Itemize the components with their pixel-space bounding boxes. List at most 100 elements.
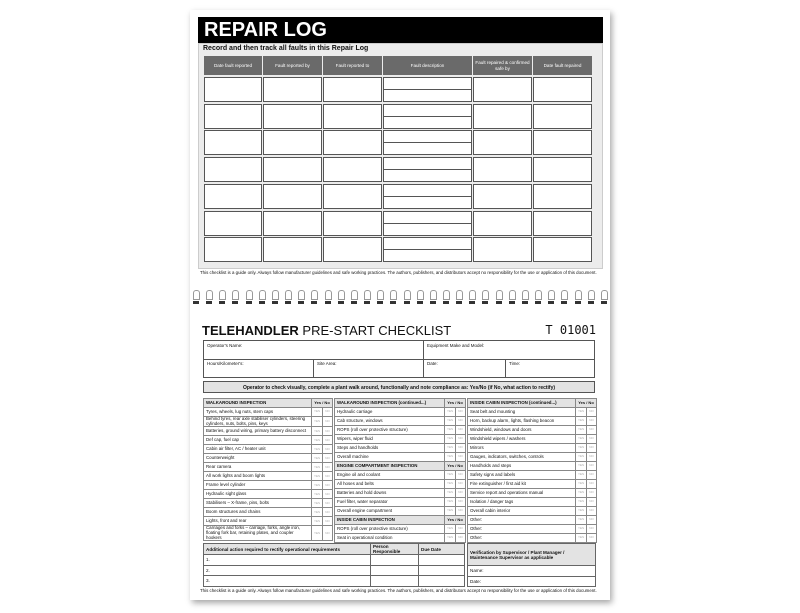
- log-cell[interactable]: [473, 183, 532, 209]
- yes-checkbox[interactable]: YES: [310, 426, 324, 437]
- operator-name-field[interactable]: Operator's Name:: [204, 341, 424, 360]
- no-checkbox[interactable]: NO: [586, 425, 597, 435]
- yes-checkbox[interactable]: YES: [574, 452, 588, 462]
- log-cell[interactable]: [263, 157, 322, 183]
- log-cell[interactable]: [263, 130, 322, 156]
- log-cell[interactable]: [204, 130, 262, 156]
- log-cell[interactable]: [383, 130, 472, 156]
- yes-checkbox[interactable]: YES: [443, 488, 457, 498]
- log-cell[interactable]: [533, 103, 592, 129]
- log-cell[interactable]: [473, 130, 532, 156]
- log-cell[interactable]: [383, 183, 472, 209]
- yes-checkbox[interactable]: YES: [574, 506, 588, 516]
- equipment-field[interactable]: Equipment Make and Model:: [424, 341, 595, 360]
- no-checkbox[interactable]: NO: [586, 416, 597, 426]
- no-checkbox[interactable]: NO: [455, 425, 466, 435]
- log-cell[interactable]: [473, 237, 532, 263]
- yes-checkbox[interactable]: YES: [443, 506, 457, 516]
- no-checkbox[interactable]: NO: [586, 533, 597, 543]
- no-checkbox[interactable]: NO: [455, 488, 466, 498]
- yes-checkbox[interactable]: YES: [443, 407, 457, 417]
- yes-checkbox[interactable]: YES: [574, 425, 588, 435]
- log-cell[interactable]: [263, 210, 322, 236]
- log-cell[interactable]: [533, 237, 592, 263]
- time-field[interactable]: Time:: [509, 361, 521, 366]
- log-cell[interactable]: [204, 210, 262, 236]
- log-cell[interactable]: [383, 77, 472, 102]
- yes-checkbox[interactable]: YES: [310, 415, 324, 428]
- log-cell[interactable]: [533, 183, 592, 209]
- yes-checkbox[interactable]: YES: [310, 507, 324, 518]
- no-checkbox[interactable]: NO: [322, 516, 333, 527]
- no-checkbox[interactable]: NO: [586, 461, 597, 471]
- yes-checkbox[interactable]: YES: [574, 416, 588, 426]
- yes-checkbox[interactable]: YES: [310, 471, 324, 482]
- action-row-2[interactable]: 2.: [203, 564, 371, 576]
- log-cell[interactable]: [323, 237, 382, 263]
- no-checkbox[interactable]: NO: [322, 435, 333, 446]
- log-cell[interactable]: [533, 77, 592, 102]
- no-checkbox[interactable]: NO: [586, 524, 597, 534]
- no-checkbox[interactable]: NO: [322, 525, 333, 542]
- no-checkbox[interactable]: NO: [455, 533, 466, 543]
- person-cell[interactable]: [370, 564, 419, 576]
- log-cell[interactable]: [323, 210, 382, 236]
- log-cell[interactable]: [473, 210, 532, 236]
- no-checkbox[interactable]: NO: [322, 471, 333, 482]
- no-checkbox[interactable]: NO: [455, 506, 466, 516]
- yes-checkbox[interactable]: YES: [443, 416, 457, 426]
- yes-checkbox[interactable]: YES: [443, 470, 457, 480]
- no-checkbox[interactable]: NO: [586, 488, 597, 498]
- log-cell[interactable]: [383, 103, 472, 129]
- no-checkbox[interactable]: NO: [586, 506, 597, 516]
- no-checkbox[interactable]: NO: [322, 426, 333, 437]
- yes-checkbox[interactable]: YES: [310, 480, 324, 491]
- log-cell[interactable]: [473, 103, 532, 129]
- yes-checkbox[interactable]: YES: [574, 407, 588, 417]
- yes-checkbox[interactable]: YES: [310, 489, 324, 500]
- no-checkbox[interactable]: NO: [455, 479, 466, 489]
- log-cell[interactable]: [204, 103, 262, 129]
- person-cell[interactable]: [370, 575, 419, 587]
- no-checkbox[interactable]: NO: [455, 497, 466, 507]
- person-cell[interactable]: [370, 554, 419, 566]
- yes-checkbox[interactable]: YES: [574, 533, 588, 543]
- no-checkbox[interactable]: NO: [455, 524, 466, 534]
- no-checkbox[interactable]: NO: [322, 480, 333, 491]
- no-checkbox[interactable]: NO: [455, 407, 466, 417]
- no-checkbox[interactable]: NO: [586, 479, 597, 489]
- log-cell[interactable]: [323, 157, 382, 183]
- no-checkbox[interactable]: NO: [586, 497, 597, 507]
- no-checkbox[interactable]: NO: [455, 443, 466, 453]
- log-cell[interactable]: [533, 210, 592, 236]
- log-cell[interactable]: [323, 130, 382, 156]
- no-checkbox[interactable]: NO: [455, 470, 466, 480]
- yes-checkbox[interactable]: YES: [443, 434, 457, 444]
- log-cell[interactable]: [204, 157, 262, 183]
- yes-checkbox[interactable]: YES: [443, 524, 457, 534]
- yes-checkbox[interactable]: YES: [574, 524, 588, 534]
- log-cell[interactable]: [473, 77, 532, 102]
- yes-checkbox[interactable]: YES: [443, 443, 457, 453]
- log-cell[interactable]: [263, 237, 322, 263]
- hours-field[interactable]: Hours/Kilometer's:: [204, 359, 314, 378]
- no-checkbox[interactable]: NO: [586, 407, 597, 417]
- yes-checkbox[interactable]: YES: [310, 462, 324, 473]
- log-cell[interactable]: [383, 210, 472, 236]
- log-cell[interactable]: [263, 183, 322, 209]
- due-cell[interactable]: [418, 554, 465, 566]
- log-cell[interactable]: [533, 157, 592, 183]
- yes-checkbox[interactable]: YES: [443, 533, 457, 543]
- yes-checkbox[interactable]: YES: [310, 407, 324, 417]
- log-cell[interactable]: [323, 77, 382, 102]
- log-cell[interactable]: [204, 237, 262, 263]
- yes-checkbox[interactable]: YES: [574, 479, 588, 489]
- no-checkbox[interactable]: NO: [586, 443, 597, 453]
- no-checkbox[interactable]: NO: [322, 498, 333, 509]
- log-cell[interactable]: [204, 183, 262, 209]
- no-checkbox[interactable]: NO: [586, 452, 597, 462]
- no-checkbox[interactable]: NO: [455, 434, 466, 444]
- log-cell[interactable]: [473, 157, 532, 183]
- action-row-1[interactable]: 1.: [203, 554, 371, 566]
- log-cell[interactable]: [263, 103, 322, 129]
